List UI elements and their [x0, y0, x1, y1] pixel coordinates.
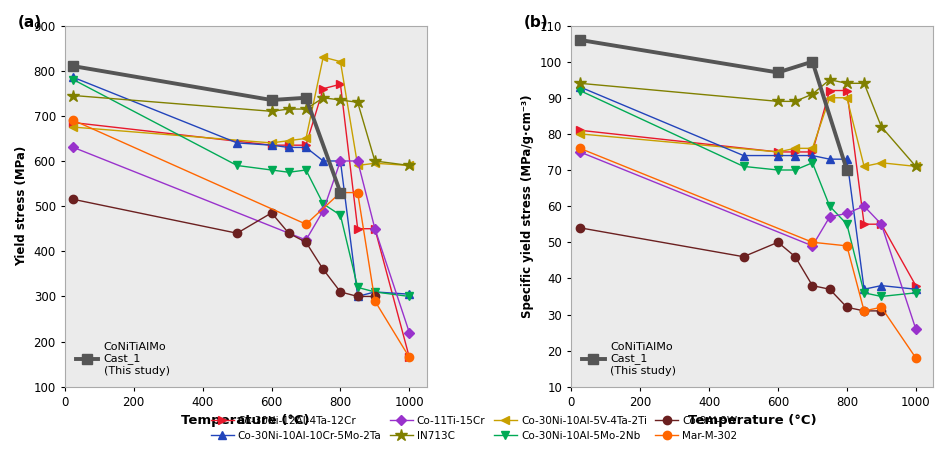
- Y-axis label: Yield stress (MPa): Yield stress (MPa): [15, 146, 28, 266]
- Legend: CoNiTiAlMo
Cast_1
(This study): CoNiTiAlMo Cast_1 (This study): [576, 336, 682, 381]
- Y-axis label: Specific yield stress (MPa/g·cm⁻³): Specific yield stress (MPa/g·cm⁻³): [521, 94, 535, 318]
- Text: (b): (b): [524, 15, 549, 30]
- X-axis label: Temperature (°C): Temperature (°C): [688, 415, 816, 427]
- Legend: CoNiTiAlMo
Cast_1
(This study): CoNiTiAlMo Cast_1 (This study): [70, 336, 175, 381]
- X-axis label: Temperature (°C): Temperature (°C): [181, 415, 310, 427]
- Text: (a): (a): [18, 15, 42, 30]
- Legend: Co-30Ni-12Al-4Ta-12Cr, Co-30Ni-10Al-10Cr-5Mo-2Ta, Co-11Ti-15Cr, IN713C, Co-30Ni-: Co-30Ni-12Al-4Ta-12Cr, Co-30Ni-10Al-10Cr…: [207, 412, 741, 445]
